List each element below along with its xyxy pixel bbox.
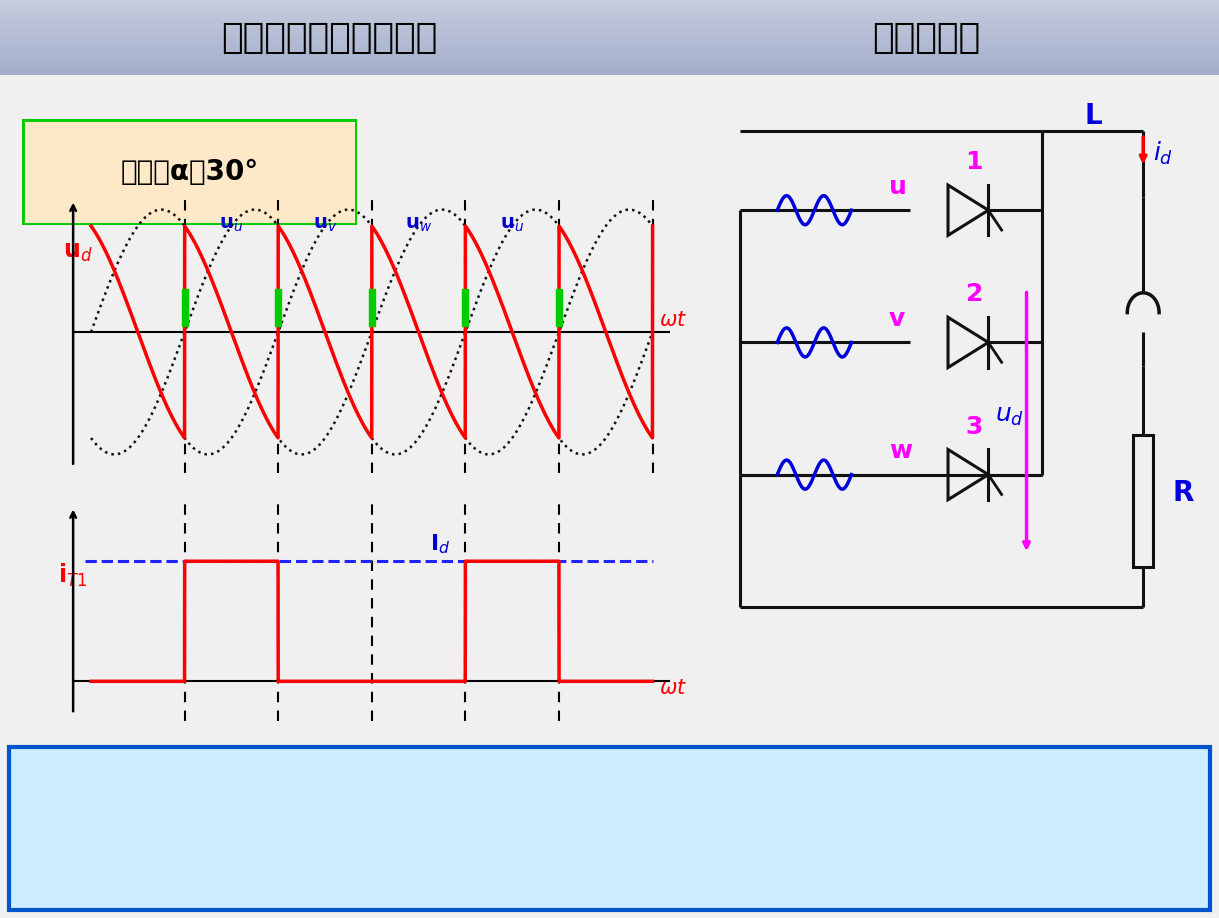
Text: $u_d$: $u_d$: [995, 404, 1024, 428]
Text: $i_d$: $i_d$: [1153, 140, 1173, 167]
Text: u: u: [889, 174, 907, 198]
Bar: [0, 15, 1219, 17]
Bar: [0, 18, 1219, 19]
Text: $\mathbf{i}_{T1}$: $\mathbf{i}_{T1}$: [59, 562, 88, 589]
Text: $\mathbf{I}_d$: $\mathbf{I}_d$: [429, 532, 450, 556]
Bar: [0, 40, 1219, 42]
Bar: [0, 63, 1219, 65]
Text: 阻性负载一样；当电感足够大时，可近似认为id 波形为平直波形，: 阻性负载一样；当电感足够大时，可近似认为id 波形为平直波形，: [28, 829, 434, 848]
Bar: [0, 24, 1219, 26]
Bar: [0, 36, 1219, 38]
Bar: [0, 19, 1219, 21]
Text: 2: 2: [965, 283, 983, 307]
Text: 晶闸管导通角为120°，3个晶闸管各负担1／3的负载电流: 晶闸管导通角为120°，3个晶闸管各负担1／3的负载电流: [28, 883, 412, 903]
Bar: [0, 31, 1219, 33]
Bar: [0, 3, 1219, 5]
Bar: [0, 10, 1219, 12]
Text: α≤30°时，u d 波形与纯电阻性负载波形一样，Ud计算式和纯电: α≤30°时，u d 波形与纯电阻性负载波形一样，Ud计算式和纯电: [28, 778, 479, 798]
Bar: [0, 39, 1219, 40]
Bar: [0, 44, 1219, 45]
Bar: [556, 289, 562, 326]
Bar: [0, 9, 1219, 10]
Bar: [0, 28, 1219, 30]
Bar: [0, 59, 1219, 61]
Bar: [0, 69, 1219, 71]
Bar: [0, 65, 1219, 66]
Bar: [0, 45, 1219, 47]
Text: $\mathbf{u}_w$: $\mathbf{u}_w$: [405, 215, 433, 234]
Text: $\mathit{\omega t}$: $\mathit{\omega t}$: [659, 678, 688, 699]
Bar: [0, 38, 1219, 39]
Bar: [0, 14, 1219, 15]
Bar: [0, 33, 1219, 35]
Text: v: v: [889, 307, 904, 330]
Bar: [369, 289, 374, 326]
Text: $\mathit{\omega t}$: $\mathit{\omega t}$: [659, 310, 688, 330]
Text: 1: 1: [965, 151, 983, 174]
Bar: [0, 2, 1219, 3]
Bar: [275, 289, 282, 326]
Bar: [0, 66, 1219, 68]
Text: 三相半波可控整流电路: 三相半波可控整流电路: [221, 20, 438, 55]
Bar: [0, 56, 1219, 57]
Bar: [0, 35, 1219, 36]
Bar: [0, 30, 1219, 31]
Text: $\mathbf{u}_d$: $\mathbf{u}_d$: [63, 241, 93, 264]
Text: L: L: [1085, 102, 1102, 130]
Bar: [0, 54, 1219, 56]
Bar: [0, 50, 1219, 51]
Bar: [1134, 435, 1153, 567]
Bar: [0, 17, 1219, 18]
Bar: [462, 289, 468, 326]
Bar: [0, 12, 1219, 14]
Bar: [0, 23, 1219, 24]
Bar: [0, 7, 1219, 9]
Bar: [0, 62, 1219, 63]
Bar: [0, 47, 1219, 48]
Text: 3: 3: [965, 415, 983, 439]
Bar: [0, 42, 1219, 44]
Text: $\mathbf{u}_v$: $\mathbf{u}_v$: [313, 215, 338, 234]
Bar: [0, 21, 1219, 23]
Bar: [0, 26, 1219, 28]
Text: w: w: [889, 439, 912, 463]
Bar: [0, 5, 1219, 6]
Bar: [0, 68, 1219, 69]
FancyBboxPatch shape: [9, 747, 1210, 910]
Bar: [0, 0, 1219, 2]
Bar: [0, 73, 1219, 75]
Text: R: R: [1173, 479, 1193, 507]
Bar: [0, 61, 1219, 62]
Text: $\mathbf{u}_u$: $\mathbf{u}_u$: [219, 215, 244, 234]
FancyBboxPatch shape: [22, 119, 357, 225]
Text: 电感性负载: 电感性负载: [873, 20, 980, 55]
Bar: [182, 289, 188, 326]
Bar: [0, 57, 1219, 59]
Bar: [0, 71, 1219, 73]
Bar: [0, 51, 1219, 52]
Text: $\mathbf{u}_u$: $\mathbf{u}_u$: [500, 215, 524, 234]
Bar: [0, 52, 1219, 54]
Bar: [0, 48, 1219, 50]
Text: 控制角α＝30°: 控制角α＝30°: [121, 158, 258, 186]
Bar: [0, 6, 1219, 7]
Text: www.cntronics.com: www.cntronics.com: [1068, 893, 1189, 907]
